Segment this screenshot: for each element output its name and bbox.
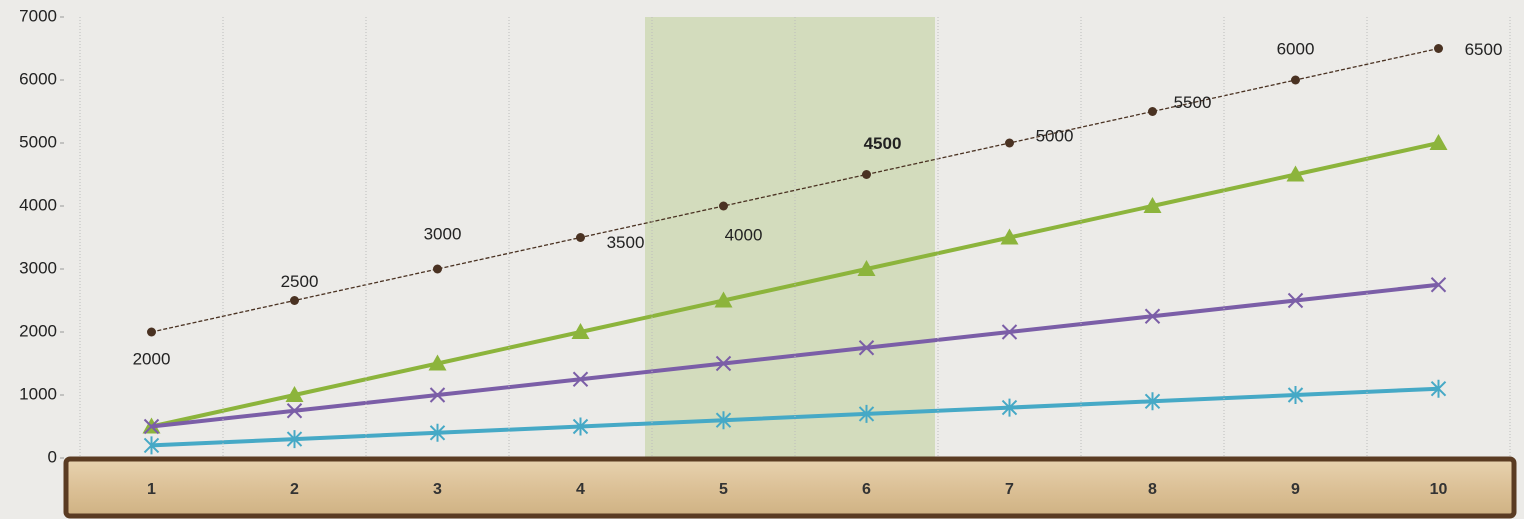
y-tick-label: 7000	[19, 6, 57, 25]
marker	[285, 386, 304, 402]
x-tick-label: 7	[1005, 481, 1014, 498]
y-tick-label: 1000	[19, 384, 57, 403]
marker	[1429, 134, 1448, 150]
x-tick-label: 3	[433, 481, 442, 498]
marker	[1001, 324, 1018, 340]
marker	[143, 436, 160, 455]
x-tick-label: 1	[147, 481, 156, 498]
y-tick-label: 4000	[19, 195, 57, 214]
x-tick-label: 4	[576, 481, 585, 498]
marker	[857, 260, 876, 276]
y-tick-label: 0	[48, 447, 57, 466]
data-label: 6000	[1277, 39, 1315, 58]
data-label: 2500	[281, 272, 319, 291]
x-tick-label: 10	[1430, 481, 1448, 498]
marker	[1434, 44, 1443, 53]
marker	[858, 340, 875, 356]
marker	[1005, 138, 1014, 148]
marker	[429, 423, 446, 442]
marker	[143, 418, 160, 435]
marker	[571, 323, 590, 339]
x-tick-label: 8	[1148, 481, 1157, 498]
wood-axis	[63, 456, 1517, 519]
x-tick-label: 6	[862, 481, 871, 498]
y-tick-label: 6000	[19, 69, 57, 88]
data-label: 3500	[607, 233, 645, 252]
marker	[1287, 386, 1304, 404]
marker	[286, 403, 303, 419]
data-label: 5000	[1036, 126, 1074, 145]
marker	[1144, 392, 1161, 411]
highlight-band	[645, 17, 935, 458]
data-label: 4500	[864, 134, 902, 153]
marker	[1144, 308, 1161, 324]
marker	[715, 411, 732, 430]
marker	[1000, 228, 1019, 245]
x-tick-label: 2	[290, 481, 299, 498]
y-tick-label: 2000	[19, 321, 57, 340]
marker	[572, 371, 589, 387]
marker	[576, 233, 585, 242]
marker	[433, 264, 442, 274]
x-tick-label: 9	[1291, 481, 1300, 498]
marker	[714, 291, 733, 308]
marker	[429, 387, 446, 403]
data-label: 6500	[1465, 40, 1503, 59]
marker	[286, 430, 303, 449]
marker	[858, 404, 875, 423]
y-tick-label: 3000	[19, 258, 57, 277]
marker	[1291, 75, 1300, 85]
marker	[715, 355, 732, 372]
marker	[1148, 107, 1157, 116]
data-label: 2000	[133, 349, 171, 368]
data-label: 3000	[424, 224, 462, 243]
marker	[572, 417, 589, 436]
marker	[1001, 398, 1018, 417]
data-label: 5500	[1174, 93, 1212, 112]
marker	[428, 354, 447, 371]
marker	[290, 296, 299, 305]
y-tick-label: 5000	[19, 132, 57, 151]
marker	[719, 201, 728, 211]
marker	[1430, 379, 1447, 398]
marker	[1286, 165, 1305, 182]
x-tick-label: 5	[719, 481, 728, 498]
marker	[1287, 292, 1304, 309]
marker	[147, 327, 156, 337]
marker	[1143, 197, 1162, 213]
marker	[1430, 277, 1447, 293]
data-label: 4000	[725, 225, 763, 244]
marker	[862, 170, 871, 179]
